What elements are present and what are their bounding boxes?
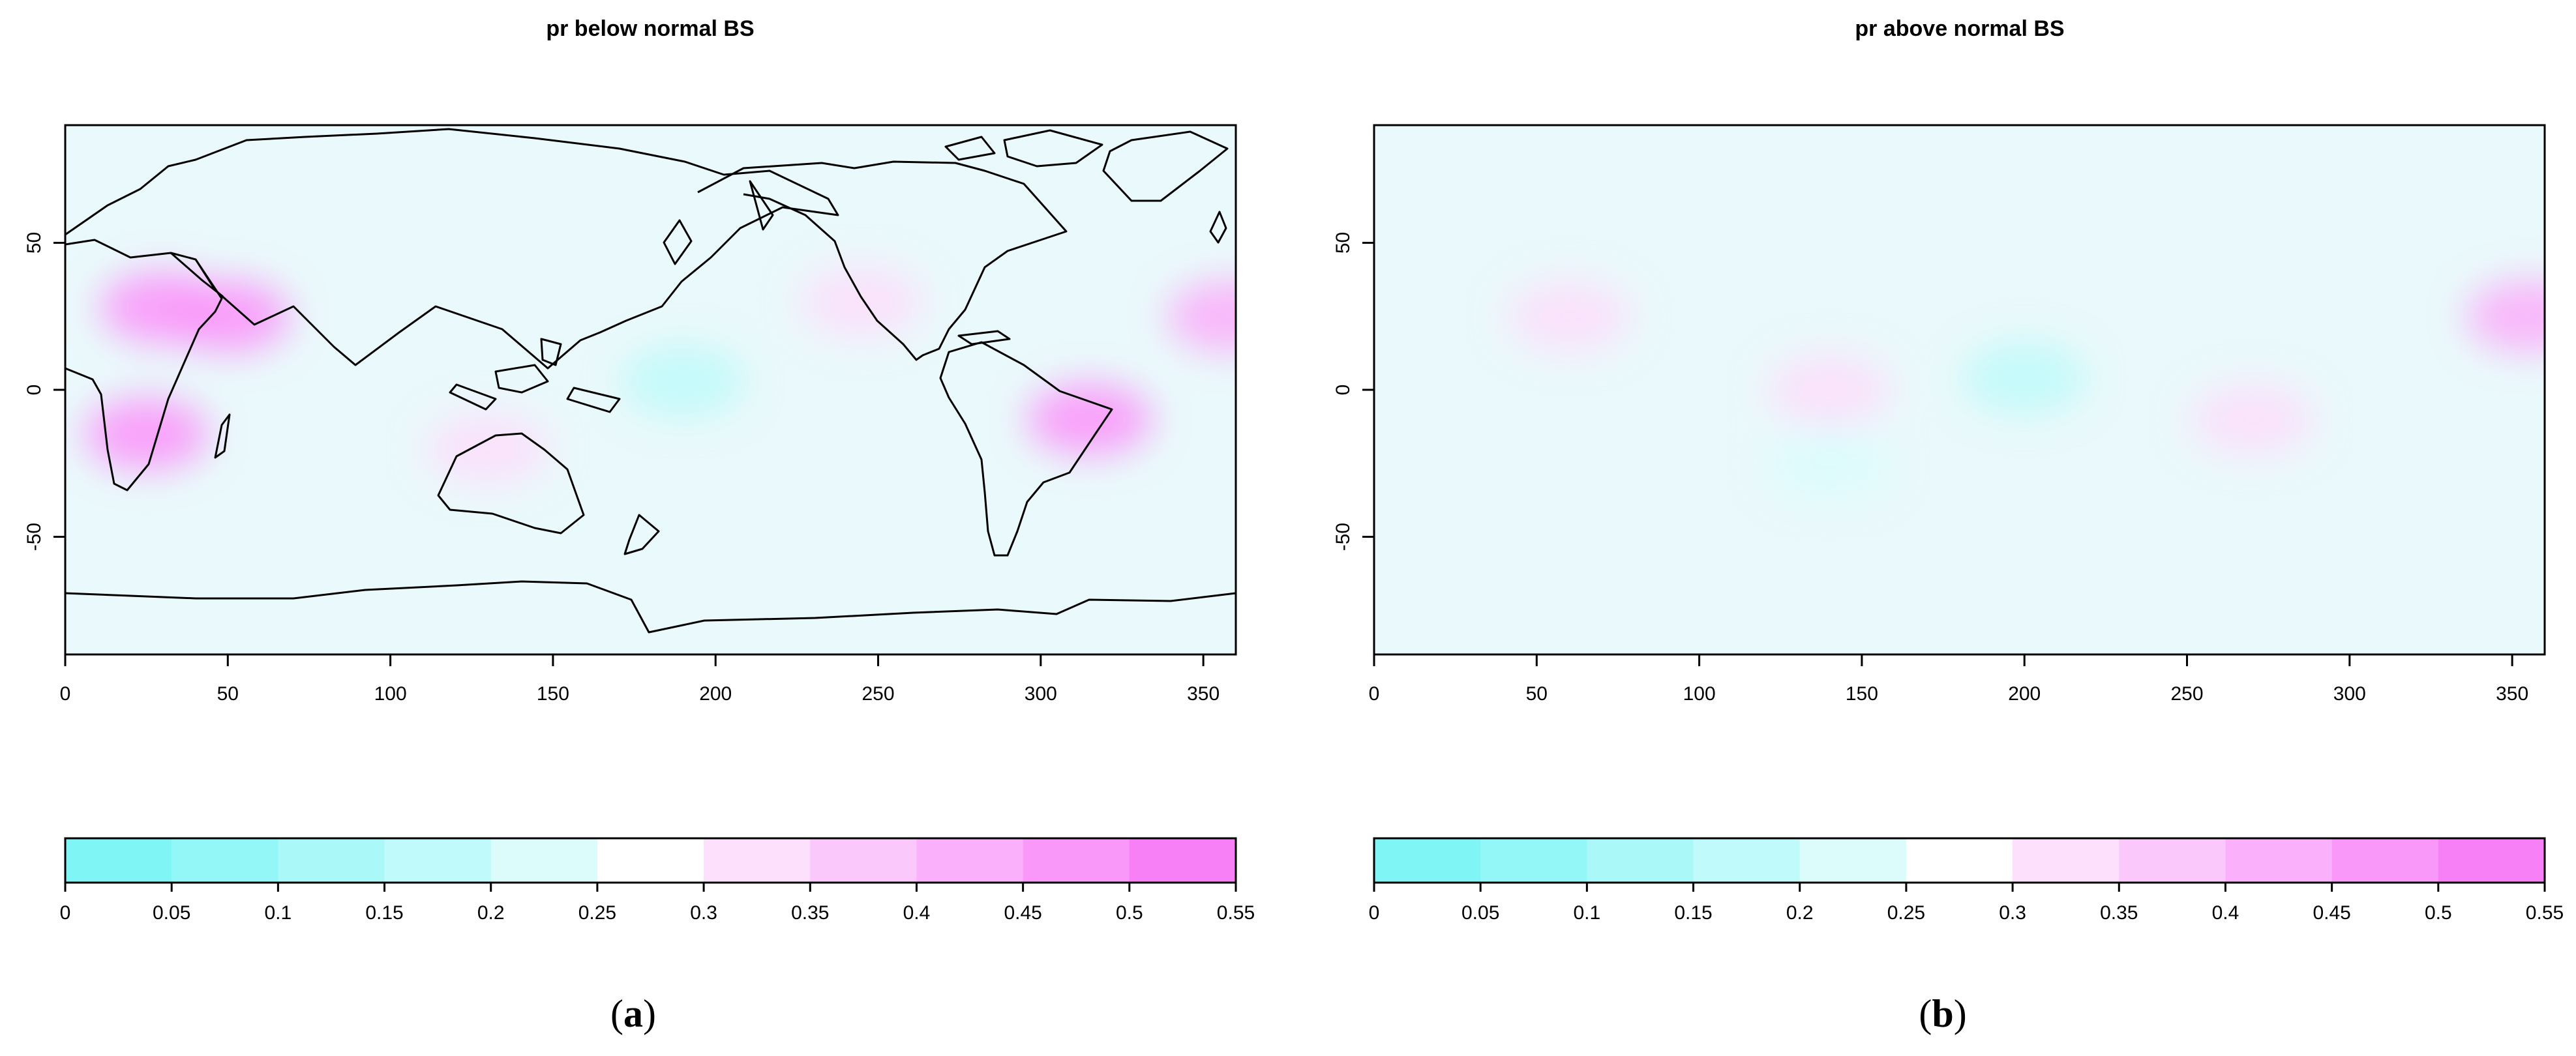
y-tick-label: 50	[23, 232, 45, 254]
y-tick-label: 0	[23, 385, 45, 396]
colorbar-swatch	[1480, 838, 1587, 883]
hotspot	[1767, 427, 1892, 499]
hotspot	[1167, 280, 1236, 353]
colorbar-tick-label: 0.2	[477, 902, 505, 924]
colorbar-tick-label: 0.4	[2212, 902, 2239, 924]
colorbar-swatch	[172, 838, 278, 883]
colorbar-tick-label: 0.15	[365, 902, 403, 924]
colorbar-tick-label: 0.25	[1887, 902, 1925, 924]
colorbar-swatch	[1374, 838, 1481, 883]
panel-b: pr above normal BS 0 50 100 15	[1332, 16, 2564, 1035]
colorbar-swatch	[2013, 838, 2119, 883]
colorbar-swatch	[1129, 838, 1236, 883]
hotspot	[800, 265, 924, 338]
colorbar-swatch	[1587, 838, 1694, 883]
colorbar-swatch	[2225, 838, 2333, 883]
colorbar-tick-label: 0.5	[1116, 902, 1143, 924]
colorbar-swatch	[2119, 838, 2226, 883]
x-tick-label: 100	[1683, 683, 1716, 705]
colorbar-tick-label: 0.3	[690, 902, 717, 924]
x-tick-label: 200	[699, 683, 732, 705]
colorbar-tick-label: 0.05	[1461, 902, 1499, 924]
x-tick-label: 150	[537, 683, 569, 705]
colorbar-tick-label: 0.2	[1786, 902, 1814, 924]
colorbar-swatch	[810, 838, 917, 883]
colorbar-tick-label: 0.3	[1999, 902, 2026, 924]
panel-a-sublabel: (a)	[610, 992, 656, 1035]
colorbar-swatch	[2438, 838, 2545, 883]
colorbar-frame	[64, 837, 1237, 884]
colorbar-swatch	[1693, 838, 1801, 883]
panel-b-colorbar: 0 0.05 0.1 0.15 0.2 0.25 0.3 0.35 0.4 0.45 0.5 0.55	[1369, 837, 2564, 924]
colorbar-tick-label: 0	[1369, 902, 1380, 924]
x-tick-label: 100	[374, 683, 407, 705]
y-tick-label: -50	[23, 523, 45, 551]
panel-b-x-axis: 0 50 100 150 200 250 300 350	[1369, 653, 2528, 705]
colorbar-tick-label: 0.05	[153, 902, 190, 924]
colorbar-tick-label: 0.35	[791, 902, 829, 924]
colorbar-frame	[1373, 837, 2546, 884]
colorbar-swatch	[1906, 838, 2013, 883]
colorbar-swatch	[278, 838, 385, 883]
colorbar-tick-label: 0.5	[2425, 902, 2452, 924]
hotspot	[84, 398, 209, 470]
x-tick-label: 150	[1846, 683, 1878, 705]
colorbar-swatch	[704, 838, 811, 883]
x-tick-label: 300	[1025, 683, 1057, 705]
x-tick-label: 250	[861, 683, 894, 705]
panel-a-y-axis: -50 0 50	[23, 232, 67, 551]
x-tick-label: 0	[60, 683, 71, 705]
colorbar-swatch	[1799, 838, 1907, 883]
colorbar-swatch	[65, 838, 172, 883]
panel-a-colorbar: 0 0.05 0.1 0.15 0.2 0.25 0.3 0.35 0.4 0.45 0.5 0.55	[60, 837, 1255, 924]
hotspot	[1027, 383, 1152, 456]
x-tick-label: 50	[1526, 683, 1548, 705]
colorbar-tick-label: 0.25	[578, 902, 616, 924]
panel-b-title: pr above normal BS	[1855, 16, 2064, 41]
colorbar-tick-label: 0.55	[2526, 902, 2564, 924]
panel-a-x-axis: 0 50 100 150 200 250 300 350	[60, 653, 1220, 705]
hotspot	[2190, 383, 2314, 456]
x-tick-label: 250	[2170, 683, 2203, 705]
colorbar-swatch	[597, 838, 704, 883]
y-tick-label: -50	[1332, 523, 1354, 551]
colorbar-tick-label: 0.15	[1674, 902, 1712, 924]
x-tick-label: 350	[1187, 683, 1220, 705]
panel-b-map-field	[1374, 125, 2545, 654]
x-tick-label: 300	[2333, 683, 2366, 705]
x-tick-label: 350	[2496, 683, 2528, 705]
colorbar-tick-label: 0.55	[1217, 902, 1255, 924]
colorbar-tick-label: 0	[60, 902, 71, 924]
x-tick-label: 200	[2008, 683, 2041, 705]
hotspot	[621, 345, 745, 417]
colorbar-swatch	[2331, 838, 2439, 883]
colorbar-swatch	[1023, 838, 1130, 883]
x-tick-label: 0	[1369, 683, 1380, 705]
hotspot	[1507, 280, 1632, 353]
panel-a-hotspots	[84, 265, 1236, 485]
colorbar-tick-label: 0.45	[1004, 902, 1041, 924]
y-tick-label: 0	[1332, 385, 1354, 396]
hotspot	[1767, 354, 1892, 426]
x-tick-label: 50	[217, 683, 239, 705]
colorbar-tick-label: 0.4	[903, 902, 931, 924]
panel-b-y-axis: -50 0 50	[1332, 232, 1375, 551]
hotspot	[2466, 280, 2545, 353]
panel-a: pr below normal BS	[23, 16, 1255, 1035]
y-tick-label: 50	[1332, 232, 1354, 254]
panel-b-hotspots	[1507, 280, 2545, 499]
colorbar-tick-label: 0.45	[2313, 902, 2350, 924]
colorbar-tick-label: 0.1	[1574, 902, 1601, 924]
panel-a-title: pr below normal BS	[546, 16, 754, 41]
panel-a-coastlines	[65, 128, 1236, 634]
panel-b-sublabel: (b)	[1919, 992, 1966, 1035]
colorbar-swatch	[384, 838, 492, 883]
hotspot	[426, 413, 550, 485]
colorbar-tick-label: 0.1	[265, 902, 292, 924]
colorbar-tick-label: 0.35	[2100, 902, 2138, 924]
hotspot	[1962, 342, 2087, 414]
colorbar-swatch	[916, 838, 1024, 883]
colorbar-swatch	[490, 838, 598, 883]
